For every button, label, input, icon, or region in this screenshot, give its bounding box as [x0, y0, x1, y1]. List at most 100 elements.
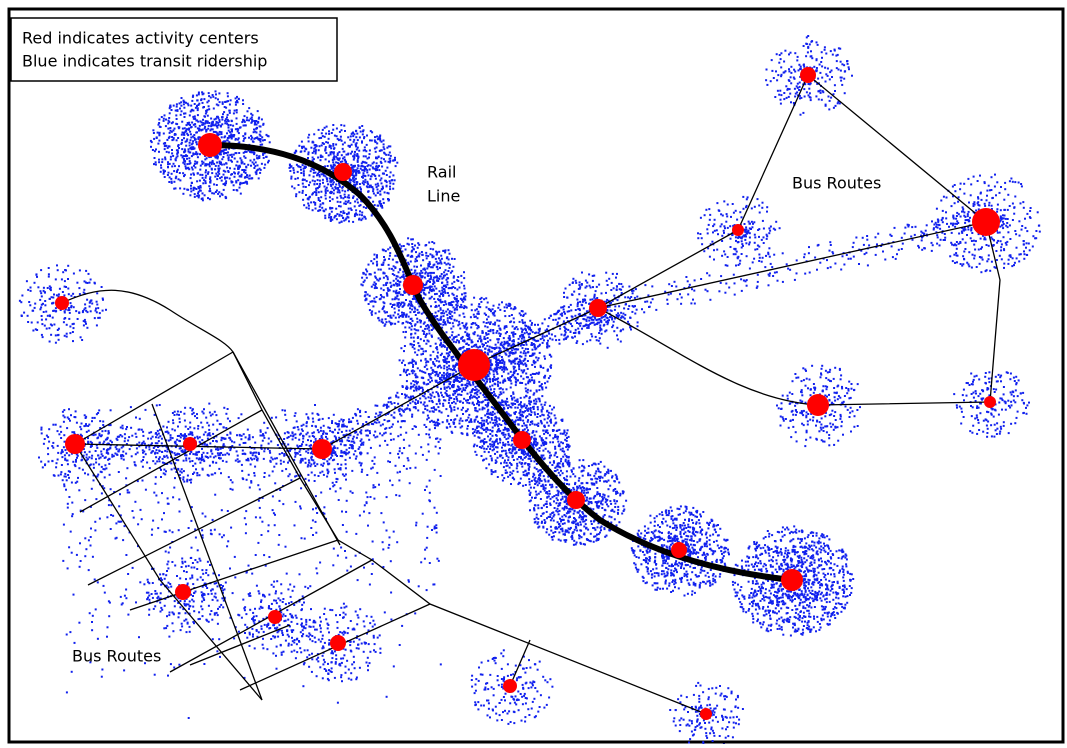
ridership-dot: [374, 150, 377, 153]
ridership-dot: [418, 272, 421, 275]
ridership-dot: [452, 358, 455, 361]
ridership-dot: [416, 246, 419, 249]
ridership-dot: [302, 172, 305, 175]
ridership-dot: [551, 429, 554, 431]
ridership-dot: [516, 464, 519, 467]
ridership-dot: [170, 109, 173, 111]
ridership-dot: [372, 188, 375, 191]
ridership-dot: [547, 411, 550, 414]
ridership-dot: [485, 333, 488, 336]
ridership-dot: [435, 250, 438, 253]
ridership-dot: [413, 311, 416, 313]
ridership-dot: [507, 428, 510, 430]
ridership-dot: [235, 181, 238, 184]
ridership-dot: [444, 360, 447, 363]
ridership-dot: [413, 370, 416, 373]
ridership-dot: [334, 186, 337, 189]
ridership-dot: [535, 390, 538, 393]
ridership-dot: [227, 171, 230, 173]
ridership-dot: [439, 344, 442, 347]
ridership-dot: [487, 412, 490, 415]
ridership-dot: [506, 397, 508, 400]
ridership-dot: [243, 176, 246, 179]
ridership-dot: [415, 251, 417, 254]
ridership-dot: [459, 297, 462, 300]
ridership-dot: [229, 131, 232, 134]
ridership-dot: [479, 337, 482, 340]
ridership-dot: [230, 134, 233, 137]
ridership-dot: [482, 423, 485, 426]
ridership-dot: [356, 198, 359, 201]
ridership-dot: [189, 139, 192, 142]
ridership-dot: [501, 375, 503, 378]
ridership-dot: [477, 305, 480, 308]
ridership-dot: [441, 281, 443, 284]
ridership-dot: [432, 283, 435, 285]
ridership-dot: [365, 276, 368, 279]
ridership-dot: [230, 137, 233, 140]
ridership-dot: [225, 148, 228, 151]
ridership-dot: [209, 176, 212, 179]
ridership-dot: [338, 213, 341, 216]
ridership-dot: [211, 172, 214, 175]
ridership-dot: [448, 321, 451, 324]
ridership-dot: [319, 203, 322, 206]
ridership-dot: [213, 183, 216, 186]
ridership-dot: [428, 410, 431, 413]
ridership-dot: [381, 206, 384, 209]
ridership-dot: [356, 201, 359, 204]
ridership-dot: [477, 310, 480, 313]
ridership-dot: [415, 256, 418, 259]
ridership-dot: [436, 251, 439, 254]
ridership-dot: [498, 418, 501, 421]
ridership-dot: [497, 395, 500, 398]
ridership-dot: [335, 183, 338, 186]
ridership-dot: [449, 425, 452, 428]
ridership-dot: [562, 465, 565, 468]
ridership-dot: [478, 422, 481, 425]
ridership-dot: [475, 343, 478, 346]
ridership-dot: [516, 462, 519, 465]
ridership-dot: [496, 383, 499, 386]
ridership-dot: [315, 187, 318, 190]
ridership-dot: [483, 442, 485, 445]
ridership-dot: [469, 419, 472, 422]
ridership-dot: [468, 402, 471, 405]
ridership-dot: [314, 152, 317, 155]
ridership-dot: [441, 292, 444, 295]
ridership-dot: [522, 363, 525, 366]
ridership-dot: [411, 238, 414, 241]
ridership-dot: [483, 407, 486, 410]
ridership-dot: [368, 309, 371, 312]
ridership-dot: [214, 168, 217, 171]
ridership-dot: [345, 162, 348, 165]
ridership-dot: [433, 408, 436, 411]
ridership-dot: [414, 332, 417, 335]
ridership-dot: [175, 103, 178, 106]
ridership-dot: [203, 98, 206, 101]
ridership-dot: [495, 331, 498, 334]
ridership-dot: [498, 346, 501, 349]
ridership-dot: [193, 134, 196, 136]
ridership-dot: [500, 454, 503, 457]
ridership-dot: [431, 391, 434, 394]
ridership-dot: [376, 157, 379, 160]
ridership-dot: [349, 202, 352, 205]
ridership-dot: [243, 169, 246, 171]
ridership-dot: [364, 168, 366, 171]
ridership-dot: [439, 275, 441, 278]
ridership-dot: [458, 314, 461, 317]
ridership-dot: [449, 405, 452, 408]
ridership-dot: [256, 164, 259, 167]
ridership-dot: [527, 452, 530, 455]
ridership-dot: [521, 382, 524, 384]
ridership-dot: [347, 194, 350, 197]
ridership-dot: [382, 146, 385, 149]
ridership-dot: [364, 155, 367, 158]
ridership-dot: [313, 183, 316, 186]
ridership-dot: [190, 166, 193, 169]
ridership-dot: [343, 212, 346, 215]
ridership-dot: [321, 202, 324, 205]
ridership-dot: [367, 263, 370, 266]
ridership-dot: [507, 337, 510, 340]
